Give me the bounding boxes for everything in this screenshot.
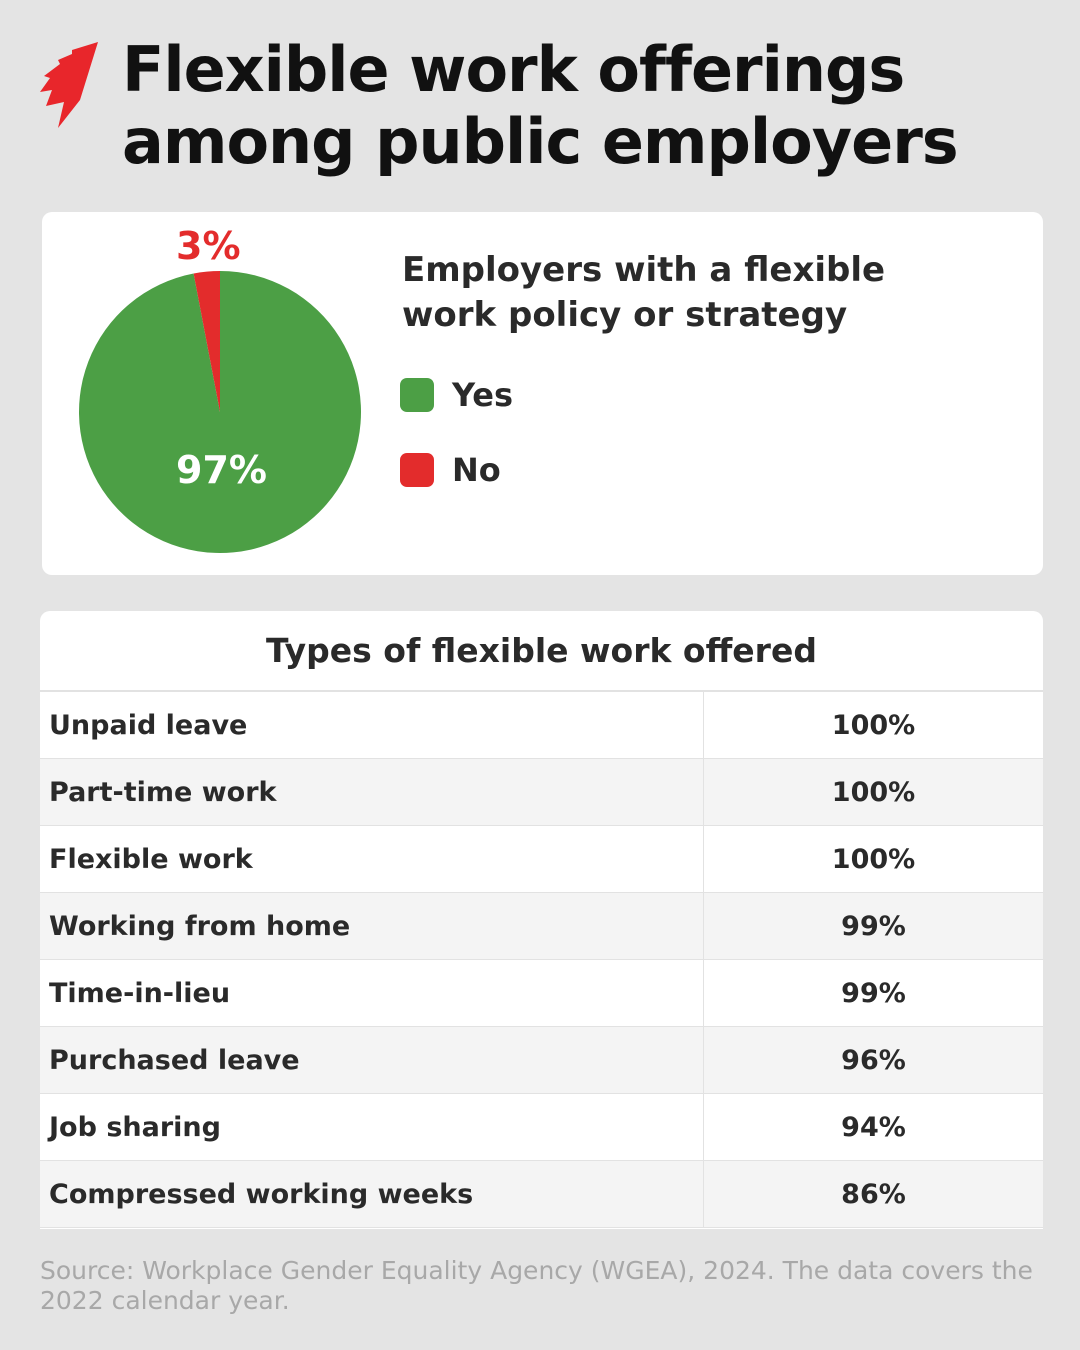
legend-swatch-yes (400, 378, 434, 412)
legend-swatch-no (400, 453, 434, 487)
source-note: Source: Workplace Gender Equality Agency… (40, 1256, 1033, 1315)
table-row: Compressed working weeks 86% (40, 1161, 1043, 1228)
table-row: Purchased leave 96% (40, 1027, 1043, 1094)
row-label: Time-in-lieu (40, 960, 704, 1026)
row-label: Flexible work (40, 826, 704, 892)
legend-item-yes: Yes (400, 376, 513, 414)
table-row: Unpaid leave 100% (40, 692, 1043, 759)
flexible-work-table: Types of flexible work offered Unpaid le… (40, 611, 1043, 1229)
title-line-2: among public employers (122, 105, 959, 178)
row-value: 100% (831, 843, 916, 875)
table-row: Working from home 99% (40, 893, 1043, 960)
row-value: 96% (841, 1044, 906, 1076)
row-label: Unpaid leave (40, 692, 704, 758)
table-title: Types of flexible work offered (40, 611, 1043, 692)
page-title: Flexible work offerings among public emp… (122, 33, 959, 178)
title-line-1: Flexible work offerings (122, 33, 905, 106)
pie-card: 3% 97% Employers with a flexible work po… (42, 212, 1043, 575)
row-value: 86% (841, 1178, 906, 1210)
legend-label: No (452, 451, 501, 489)
row-label: Purchased leave (40, 1027, 704, 1093)
row-value: 99% (841, 910, 906, 942)
row-value: 99% (841, 977, 906, 1009)
legend-label: Yes (452, 376, 513, 414)
row-label: Working from home (40, 893, 704, 959)
table-row: Part-time work 100% (40, 759, 1043, 826)
table-row: Time-in-lieu 99% (40, 960, 1043, 1027)
row-label: Compressed working weeks (40, 1161, 704, 1227)
row-label: Part-time work (40, 759, 704, 825)
pie-label-yes: 97% (176, 448, 267, 492)
table-row: Job sharing 94% (40, 1094, 1043, 1161)
row-value: 100% (831, 776, 916, 808)
legend-title: Employers with a flexible work policy or… (402, 250, 886, 335)
sbs-logo-icon (40, 42, 98, 128)
row-value: 94% (841, 1111, 906, 1143)
pie-label-no: 3% (176, 224, 241, 268)
row-value: 100% (831, 709, 916, 741)
legend-item-no: No (400, 451, 501, 489)
table-row: Flexible work 100% (40, 826, 1043, 893)
pie-slice-no (193, 271, 220, 412)
row-label: Job sharing (40, 1094, 704, 1160)
pie-chart (79, 271, 361, 553)
